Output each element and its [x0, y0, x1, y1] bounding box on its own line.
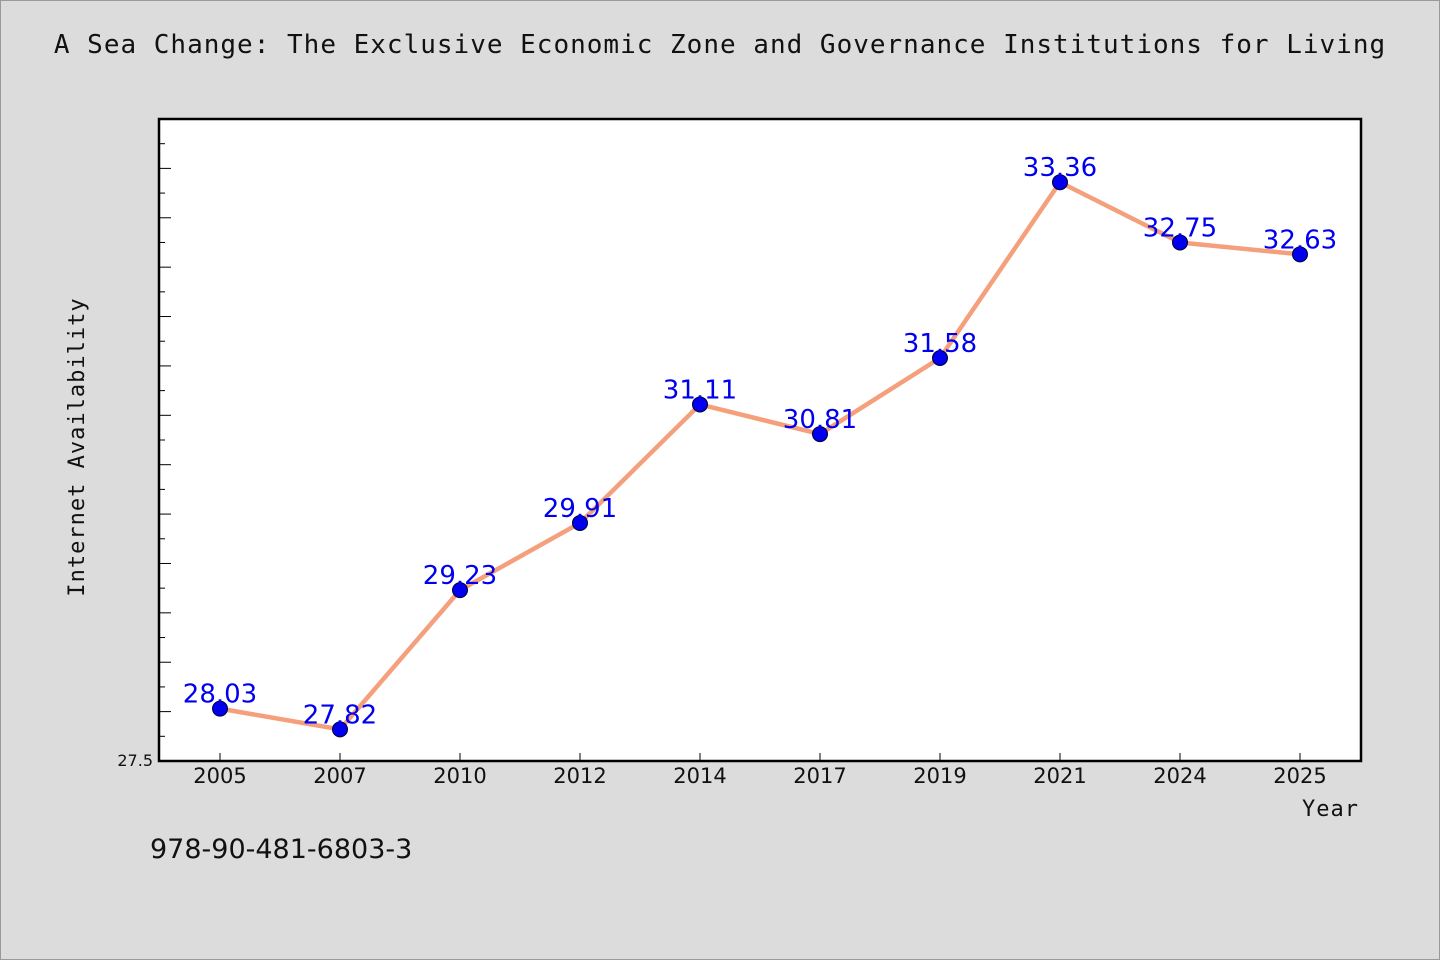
x-tick-label: 2014: [673, 764, 726, 788]
x-tick-label: 2012: [553, 764, 606, 788]
data-label: 32.63: [1263, 225, 1337, 255]
data-point: [572, 514, 588, 531]
data-labels: 28.03 27.82 29.23 29.91 31.11 30.81 31.58 33.36…: [183, 153, 1337, 730]
x-axis-label: Year: [1302, 797, 1359, 822]
y-axis-ticks: [159, 118, 171, 737]
footer-note: 978-90-481-6803-3: [150, 834, 413, 865]
plot-area: [157, 117, 1363, 763]
x-axis-ticks: 2005 2007 2010 2012 2014 2017 2019 2021 2024 2025: [193, 753, 1327, 788]
x-tick-label: 2025: [1273, 764, 1326, 788]
data-label: 29.91: [543, 494, 617, 524]
x-tick-label: 2019: [913, 764, 966, 788]
data-label: 30.81: [783, 405, 857, 435]
data-point: [692, 396, 708, 413]
data-point: [1172, 234, 1188, 251]
data-label: 29.23: [423, 561, 497, 591]
x-tick-label: 2021: [1033, 764, 1086, 788]
data-label: 32.75: [1143, 213, 1217, 243]
y-axis-label: Internet Availability: [65, 297, 90, 596]
data-label: 31.11: [663, 375, 737, 405]
data-label: 28.03: [183, 680, 257, 710]
data-label: 31.58: [903, 329, 977, 359]
series-markers: [212, 174, 1308, 738]
data-label: 27.82: [303, 700, 377, 730]
x-tick-label: 2024: [1153, 764, 1206, 788]
data-point: [212, 700, 228, 717]
data-point: [452, 582, 468, 599]
chart-title: A Sea Change: The Exclusive Economic Zon…: [53, 30, 1387, 60]
x-tick-label: 2017: [793, 764, 846, 788]
data-label: 33.36: [1023, 153, 1097, 183]
series-line: [217, 179, 1303, 732]
x-tick-label: 2005: [193, 764, 246, 788]
data-point: [932, 350, 948, 367]
x-tick-label: 2007: [313, 764, 366, 788]
y-tick-label: 27.5: [117, 751, 153, 770]
data-point: [332, 721, 348, 738]
x-tick-label: 2010: [433, 764, 486, 788]
data-point: [1292, 246, 1308, 263]
data-point: [812, 426, 828, 443]
data-point: [1052, 174, 1068, 191]
